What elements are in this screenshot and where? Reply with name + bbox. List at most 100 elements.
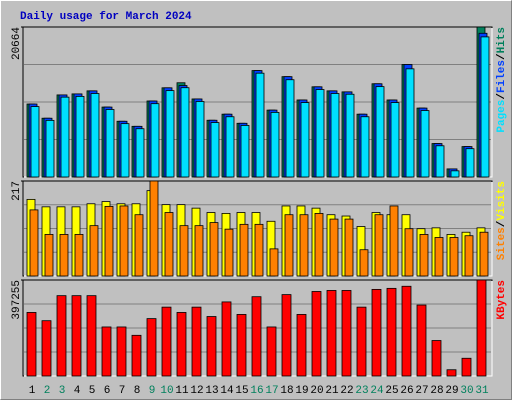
bar (56, 295, 67, 377)
bar (300, 102, 310, 178)
x-tick-label: 19 (295, 385, 308, 397)
bar (90, 93, 100, 178)
bar (341, 290, 352, 377)
x-tick-label: 23 (355, 385, 368, 397)
bar (389, 205, 399, 277)
bar (479, 231, 489, 277)
bar (449, 237, 459, 277)
legend-separator: / (496, 220, 508, 227)
x-tick-label: 10 (160, 385, 173, 397)
bar (131, 334, 142, 377)
bar (326, 290, 337, 377)
bar (356, 306, 367, 377)
x-tick-label: 14 (220, 385, 234, 397)
bar (371, 288, 382, 377)
bar (480, 36, 490, 178)
legend-entry: Pages (496, 100, 508, 133)
x-tick-label: 21 (325, 385, 339, 397)
bar (344, 218, 354, 277)
bar (150, 103, 160, 178)
bar (221, 301, 232, 377)
bar (210, 122, 220, 178)
bar (240, 125, 250, 178)
bar (180, 87, 190, 178)
bar (74, 234, 84, 277)
legend: Pages/Files/Hits (496, 27, 508, 133)
bar (206, 316, 217, 377)
legend-entry: Visits (496, 181, 508, 221)
bar (29, 209, 39, 277)
bar (255, 72, 265, 178)
legend-entry: Hits (496, 27, 508, 53)
bar (60, 96, 70, 178)
legend: Sites/Visits (496, 181, 508, 260)
bar (119, 205, 129, 277)
bar (296, 314, 307, 377)
bar (401, 285, 412, 377)
bar (146, 318, 157, 377)
bar (164, 212, 174, 277)
bar (75, 96, 85, 178)
bar (404, 228, 414, 277)
bar (41, 320, 52, 377)
bar (45, 119, 55, 178)
legend-separator: / (496, 93, 508, 100)
bar (195, 101, 205, 178)
bar (176, 312, 187, 377)
bar (236, 314, 247, 377)
bar (224, 228, 234, 277)
x-tick-label: 1 (29, 385, 36, 397)
bar (345, 93, 355, 178)
bar (149, 180, 159, 277)
bar (431, 340, 442, 377)
x-tick-label: 26 (400, 385, 413, 397)
x-tick-label: 16 (250, 385, 263, 397)
bar (330, 93, 340, 178)
bar (416, 304, 427, 377)
bar (71, 295, 82, 377)
x-tick-label: 27 (415, 385, 428, 397)
bar (311, 291, 322, 377)
bar (314, 212, 324, 277)
bar (360, 116, 370, 178)
bar (375, 86, 385, 178)
legend-entry: Sites (496, 227, 508, 260)
x-tick-label: 13 (205, 385, 218, 397)
x-tick-label: 9 (149, 385, 156, 397)
bar (281, 294, 292, 377)
x-tick-label: 15 (235, 385, 248, 397)
bar (191, 306, 202, 377)
x-tick-label: 29 (445, 385, 458, 397)
x-tick-label: 30 (460, 385, 473, 397)
bar (251, 296, 262, 377)
bar (374, 214, 384, 277)
x-tick-label: 6 (104, 385, 111, 397)
legend: KBytes (496, 280, 508, 320)
bar (209, 222, 219, 277)
bar (270, 111, 280, 178)
x-tick-label: 24 (370, 385, 384, 397)
x-tick-label: 5 (89, 385, 96, 397)
x-tick-label: 18 (280, 385, 293, 397)
bar (419, 234, 429, 277)
y-tick-label: 217 (11, 181, 23, 201)
bar (120, 123, 130, 178)
x-tick-label: 11 (175, 385, 189, 397)
bar (386, 287, 397, 377)
bar (30, 106, 40, 178)
x-tick-label: 28 (430, 385, 443, 397)
bar (225, 116, 235, 178)
legend-separator: / (496, 53, 508, 60)
legend-entry: KBytes (496, 280, 508, 320)
bar (435, 145, 445, 178)
bar (284, 214, 294, 277)
bar (44, 234, 54, 277)
bar (116, 326, 127, 377)
bar (359, 249, 369, 277)
chart-title: Daily usage for March 2024 (20, 11, 192, 23)
bar (465, 148, 475, 178)
bar (269, 248, 279, 277)
